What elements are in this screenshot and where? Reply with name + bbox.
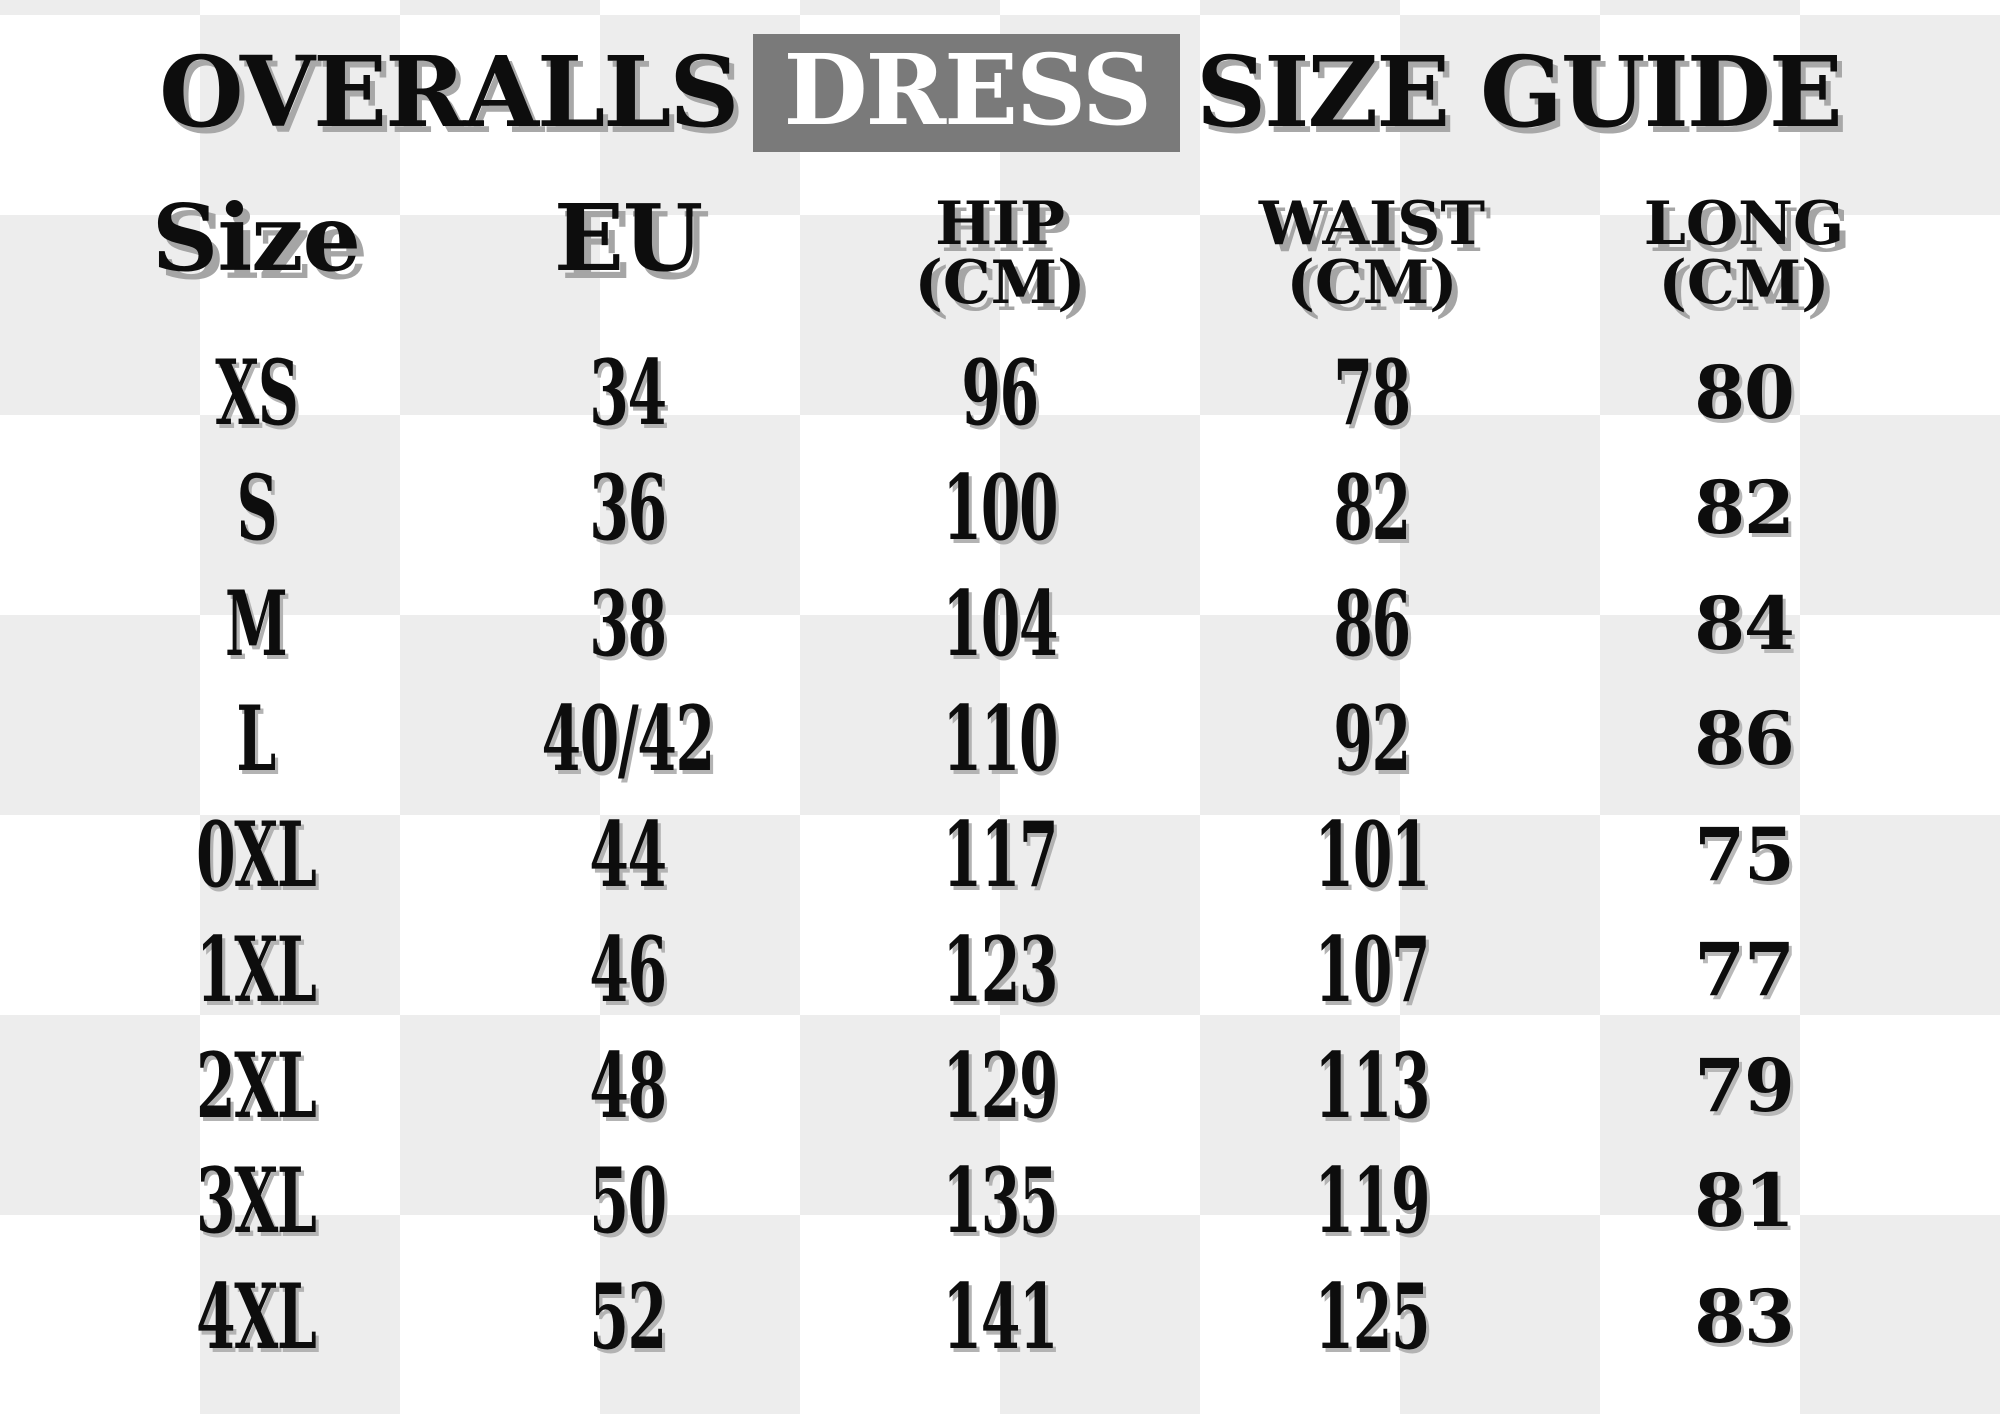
waist-cell: 113 xyxy=(1314,1032,1431,1139)
eu-cell: 34 xyxy=(589,339,668,446)
long-cell: 80 xyxy=(1694,349,1795,436)
hip-cell: 135 xyxy=(942,1148,1059,1255)
eu-cell: 44 xyxy=(589,801,668,908)
size-cell: S xyxy=(236,455,277,562)
hip-cell: 141 xyxy=(942,1263,1059,1370)
hip-cell: 123 xyxy=(942,917,1059,1024)
hip-cell: 129 xyxy=(942,1032,1059,1139)
size-cell: M xyxy=(225,570,288,677)
title-trailing: SIZE GUIDE xyxy=(1196,35,1843,149)
column-header-eu: EU xyxy=(442,184,814,335)
hip-cell: 110 xyxy=(942,686,1059,793)
column-header-size: Size xyxy=(70,184,442,335)
title-leading: OVERALLS xyxy=(159,35,739,149)
eu-cell: 52 xyxy=(589,1263,668,1370)
column-header-hip: HIP (CM) xyxy=(814,189,1186,335)
size-cell: XS xyxy=(214,339,299,446)
eu-cell: 36 xyxy=(589,455,668,562)
eu-cell: 46 xyxy=(589,917,668,1024)
size-cell: 1XL xyxy=(196,917,317,1024)
waist-cell: 78 xyxy=(1333,339,1412,446)
long-cell: 86 xyxy=(1694,696,1795,783)
column-header-label: LONG xyxy=(1643,189,1845,259)
hip-cell: 117 xyxy=(942,801,1059,908)
column-header-label: EU xyxy=(553,184,703,292)
waist-cell: 82 xyxy=(1333,455,1412,562)
waist-cell: 86 xyxy=(1333,570,1412,677)
size-cell: 3XL xyxy=(196,1148,317,1255)
waist-cell: 92 xyxy=(1333,686,1412,793)
column-header-unit: (CM) xyxy=(1658,247,1830,318)
column-header-waist: WAIST (CM) xyxy=(1186,189,1558,335)
column-header-unit: (CM) xyxy=(914,247,1086,318)
eu-cell: 40/42 xyxy=(541,686,715,793)
long-cell: 82 xyxy=(1694,465,1795,552)
long-cell: 75 xyxy=(1694,811,1795,898)
size-cell: L xyxy=(236,686,277,793)
waist-cell: 119 xyxy=(1314,1148,1431,1255)
long-cell: 84 xyxy=(1694,580,1795,667)
hip-cell: 96 xyxy=(961,339,1040,446)
hip-cell: 104 xyxy=(942,570,1059,677)
column-header-label: WAIST xyxy=(1258,189,1486,259)
waist-cell: 101 xyxy=(1314,801,1431,908)
hip-cell: 100 xyxy=(942,455,1059,562)
page-title: OVERALLS DRESS SIZE GUIDE xyxy=(0,34,2000,152)
column-header-label: Size xyxy=(151,184,361,292)
waist-cell: 107 xyxy=(1314,917,1431,1024)
long-cell: 77 xyxy=(1694,927,1795,1014)
title-highlighted-word: DRESS xyxy=(753,34,1181,152)
size-table: Size EU HIP (CM) WAIST (CM) LONG (CM) XS… xyxy=(70,184,1930,1375)
long-cell: 83 xyxy=(1694,1273,1795,1360)
eu-cell: 50 xyxy=(589,1148,668,1255)
long-cell: 79 xyxy=(1694,1042,1795,1129)
column-header-label: HIP xyxy=(935,189,1065,259)
long-cell: 81 xyxy=(1694,1158,1795,1245)
size-cell: 2XL xyxy=(196,1032,317,1139)
column-header-unit: (CM) xyxy=(1286,247,1458,318)
eu-cell: 48 xyxy=(589,1032,668,1139)
size-cell: 0XL xyxy=(196,801,317,908)
size-cell: 4XL xyxy=(196,1263,317,1370)
waist-cell: 125 xyxy=(1314,1263,1431,1370)
eu-cell: 38 xyxy=(589,570,668,677)
column-header-long: LONG (CM) xyxy=(1558,189,1930,335)
